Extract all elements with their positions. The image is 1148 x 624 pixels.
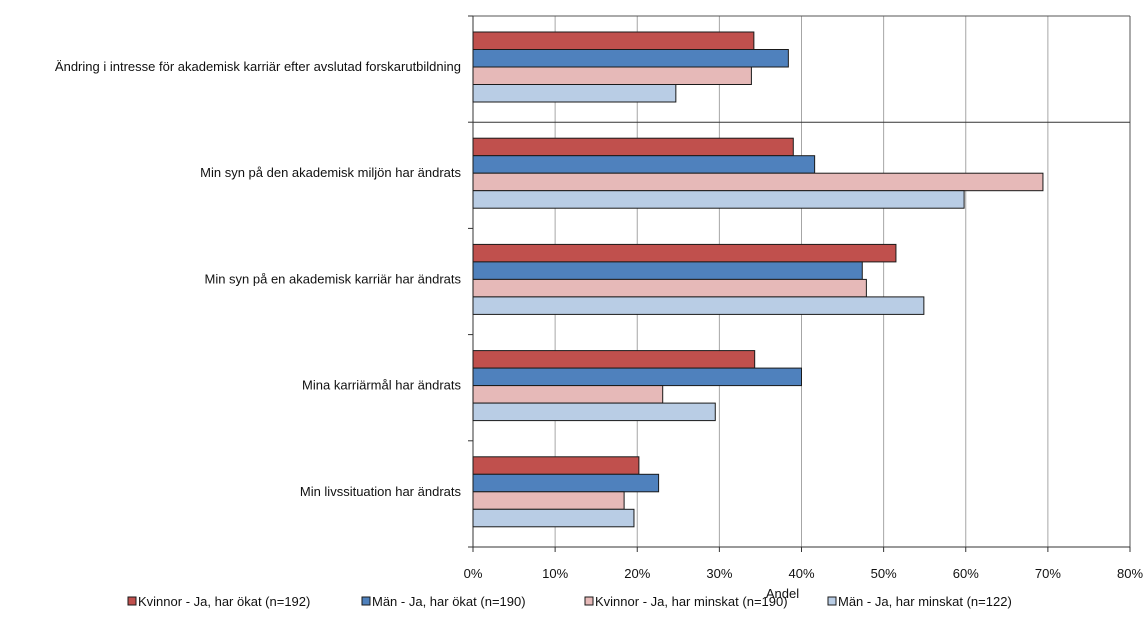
- bar: [472, 137, 794, 157]
- legend-label: Män - Ja, har minskat (n=122): [838, 594, 1012, 609]
- bar: [472, 385, 664, 404]
- legend-label: Kvinnor - Ja, har ökat (n=192): [138, 594, 310, 609]
- bar: [472, 261, 863, 280]
- x-tick-label: 80%: [1117, 566, 1143, 581]
- x-axis-title: Andel: [766, 586, 799, 601]
- category-label: Mina karriärmål har ändrats: [302, 378, 461, 393]
- legend-swatch: [127, 596, 137, 606]
- bar: [472, 49, 789, 68]
- x-tick-label: 10%: [542, 566, 568, 581]
- category-label: Min livssituation har ändrats: [300, 484, 462, 499]
- x-tick-label: 0%: [464, 566, 483, 581]
- legend-swatch: [361, 596, 371, 606]
- legend-label: Kvinnor - Ja, har minskat (n=190): [595, 594, 788, 609]
- bar: [472, 367, 802, 387]
- x-tick-label: 30%: [706, 566, 732, 581]
- bar: [472, 172, 1044, 192]
- bar: [472, 31, 755, 50]
- x-tick-label: 50%: [871, 566, 897, 581]
- bar: [472, 350, 756, 369]
- bar: [472, 84, 677, 103]
- legend-label: Män - Ja, har ökat (n=190): [372, 594, 526, 609]
- legend-swatch: [827, 596, 837, 606]
- bar: [472, 508, 635, 528]
- bar: [472, 456, 640, 475]
- legend-swatch: [584, 596, 594, 606]
- category-label: Ändring i intresse för akademisk karriär…: [55, 59, 461, 74]
- bar: [472, 155, 816, 174]
- category-label: Min syn på en akademisk karriär har ändr…: [204, 271, 461, 286]
- bar: [472, 66, 752, 85]
- bar: [472, 491, 625, 510]
- bar: [472, 473, 660, 493]
- x-tick-label: 40%: [788, 566, 814, 581]
- category-label: Min syn på den akademisk miljön har ändr…: [200, 165, 461, 180]
- x-tick-label: 60%: [953, 566, 979, 581]
- bar: [472, 190, 965, 209]
- bar: [472, 402, 716, 422]
- x-tick-label: 70%: [1035, 566, 1061, 581]
- x-tick-label: 20%: [624, 566, 650, 581]
- bar: [472, 296, 925, 315]
- bar: [472, 243, 897, 263]
- bar: [472, 278, 867, 298]
